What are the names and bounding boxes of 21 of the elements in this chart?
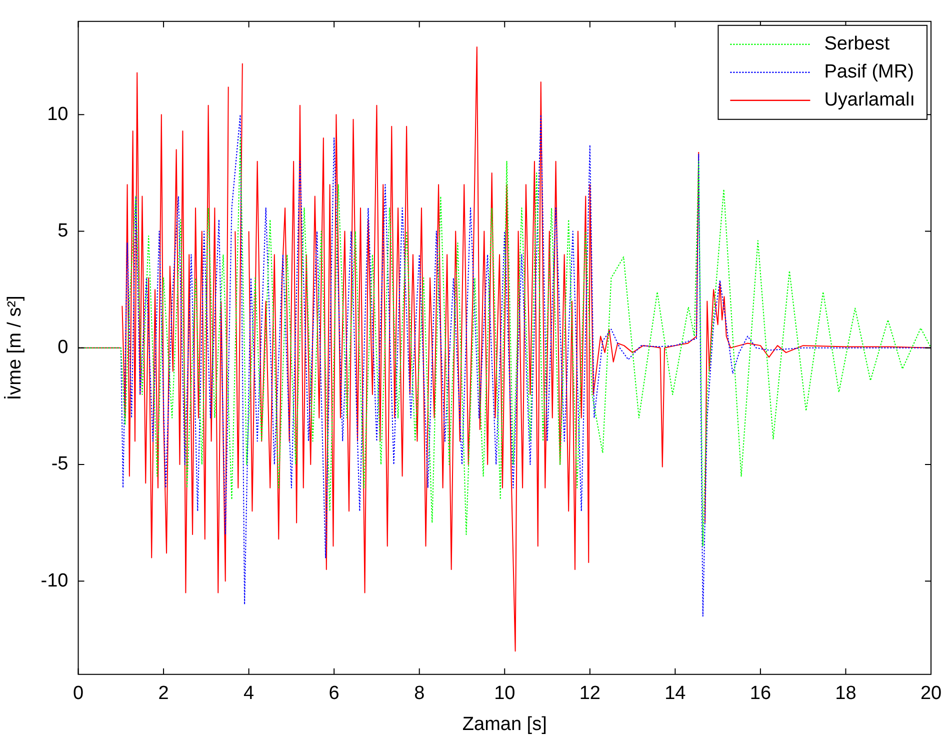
y-tick-label: -5 — [51, 454, 68, 475]
x-tick-label: 18 — [835, 683, 856, 704]
y-tick-label: 10 — [47, 104, 68, 125]
x-tick-label: 6 — [328, 683, 340, 704]
x-tick-label: 12 — [579, 683, 600, 704]
x-axis-title: Zaman [s] — [462, 714, 547, 735]
x-tick-label: 16 — [750, 683, 772, 704]
x-tick-label: 4 — [244, 683, 255, 704]
legend-label: Pasif (MR) — [824, 62, 914, 83]
y-tick-label: 0 — [58, 337, 68, 358]
x-tick-label: 10 — [494, 683, 516, 704]
x-tick-label: 2 — [158, 683, 169, 704]
y-tick-label: -10 — [40, 570, 68, 592]
x-tick-label: 8 — [414, 683, 425, 704]
y-axis-title: İvme [m / s²] — [4, 296, 26, 400]
y-tick-label: 5 — [58, 220, 68, 242]
legend-label: Serbest — [824, 34, 890, 55]
legend-label: Uyarlamalı — [824, 90, 916, 111]
x-tick-label: 0 — [72, 683, 84, 704]
x-tick-label: 20 — [920, 683, 942, 704]
x-tick-label: 14 — [664, 683, 686, 704]
